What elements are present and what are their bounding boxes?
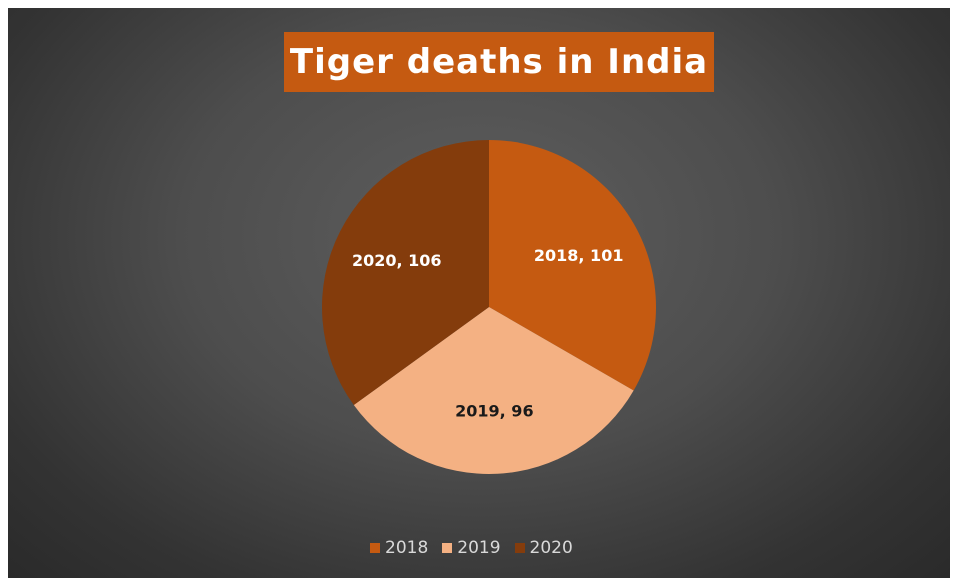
legend-item-2018: 2018 [370,538,428,558]
legend-label-2019: 2019 [457,538,501,558]
data-label-2018: 2018, 101 [534,246,624,265]
legend-swatch-2019 [442,543,453,553]
data-label-2019: 2019, 96 [455,401,533,420]
pie-slice-2018 [489,140,656,391]
legend-item-2020: 2020 [514,538,573,558]
legend-label-2018: 2018 [385,538,429,558]
chart-title-box: Tiger deaths in India [284,32,714,92]
legend-swatch-2018 [370,543,380,553]
legend-item-2019: 2019 [442,538,501,558]
pie-slice-2020 [322,140,489,406]
chart-title: Tiger deaths in India [289,42,709,82]
chart-legend: 2018 2019 2020 [370,536,573,560]
data-label-2020: 2020, 106 [352,251,442,270]
legend-label-2020: 2020 [529,538,573,558]
pie-slice-2019 [353,307,634,474]
legend-swatch-2020 [514,543,525,553]
